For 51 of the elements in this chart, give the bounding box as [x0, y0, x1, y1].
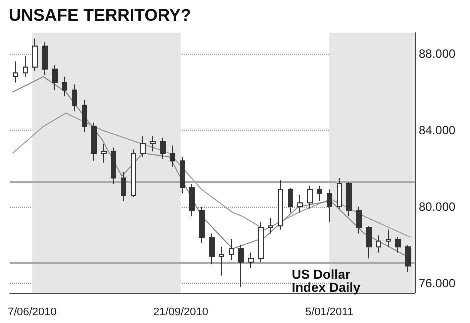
candlestick [238, 244, 244, 288]
candlestick [209, 233, 215, 265]
candlestick [337, 178, 342, 210]
candlestick [62, 76, 67, 97]
y-tick-label: 88.000 [419, 47, 456, 62]
candlestick [189, 184, 195, 218]
candlestick [278, 180, 283, 230]
chart-title: UNSAFE TERRITORY? [9, 6, 192, 25]
x-tick-label: 5/01/2011 [305, 306, 354, 318]
y-tick-label: 84.000 [419, 124, 456, 138]
annotation: US Dollar Index Daily [292, 267, 362, 295]
line-series [12, 112, 412, 238]
candlestick [32, 38, 38, 72]
candlestick [180, 156, 185, 194]
candlestick [121, 172, 126, 202]
y-tick-label: 80.000 [419, 200, 456, 214]
candlestick [327, 189, 332, 223]
candlestick [91, 122, 97, 162]
candlestick [258, 222, 264, 263]
candlestick [150, 136, 156, 152]
candlestick [366, 226, 372, 260]
candlestick [219, 246, 224, 276]
candlestick [52, 65, 58, 91]
candlestick [288, 187, 293, 214]
candlestick [395, 237, 401, 254]
candlestick [405, 244, 411, 272]
candlestick [82, 99, 87, 133]
candlestick [42, 42, 48, 76]
candlestick [317, 185, 322, 202]
candlestick [229, 238, 234, 261]
candlestick [101, 143, 107, 164]
candlestick [140, 136, 146, 158]
candlestick [386, 229, 391, 248]
candlestick [307, 185, 313, 210]
candlestick [160, 138, 166, 160]
candlestick [268, 218, 273, 234]
candlestick [111, 147, 116, 185]
candlestick [248, 252, 254, 269]
candlestick [346, 182, 352, 218]
candlestick [376, 235, 381, 254]
candlestick [199, 206, 205, 244]
candlestick [297, 195, 303, 214]
x-tick-label: 21/09/2010 [153, 306, 208, 318]
candlestick [356, 206, 362, 234]
y-tick-label: 76.000 [419, 276, 456, 290]
candlestick [13, 61, 18, 84]
candlestick [131, 149, 136, 198]
candlestick [72, 84, 77, 112]
candlestick [170, 145, 175, 168]
x-tick-label: 7/06/2010 [8, 306, 57, 318]
candlestick [23, 55, 28, 78]
